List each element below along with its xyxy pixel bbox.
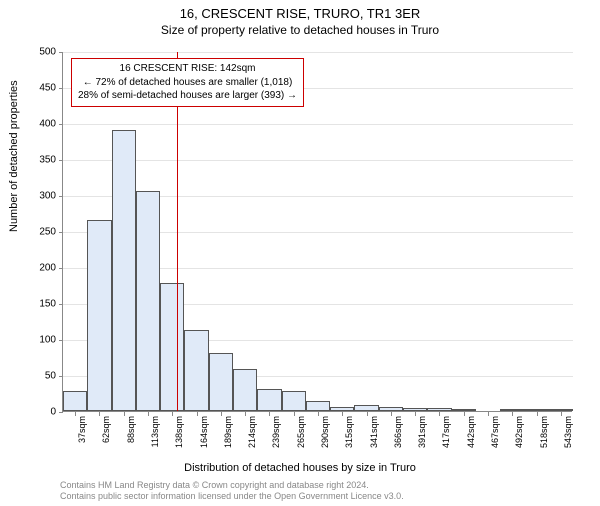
y-tick-label: 150	[26, 299, 56, 310]
x-tick-label: 442sqm	[466, 416, 476, 456]
footer-line1: Contains HM Land Registry data © Crown c…	[60, 480, 404, 491]
histogram-bar	[330, 407, 354, 411]
histogram-bar	[524, 409, 548, 411]
annotation-line: 16 CRESCENT RISE: 142sqm	[78, 62, 297, 76]
x-tick-label: 492sqm	[514, 416, 524, 456]
histogram-bar	[379, 407, 403, 411]
x-tick-label: 189sqm	[223, 416, 233, 456]
x-tick-mark	[488, 412, 489, 416]
x-tick-label: 88sqm	[126, 416, 136, 456]
histogram-bar	[87, 220, 111, 411]
y-tick-label: 50	[26, 371, 56, 382]
histogram-bar	[452, 409, 476, 411]
x-tick-mark	[221, 412, 222, 416]
x-tick-mark	[245, 412, 246, 416]
footer-attribution: Contains HM Land Registry data © Crown c…	[60, 480, 404, 503]
x-tick-label: 290sqm	[320, 416, 330, 456]
x-tick-label: 239sqm	[271, 416, 281, 456]
x-tick-mark	[197, 412, 198, 416]
x-tick-label: 467sqm	[490, 416, 500, 456]
x-tick-label: 366sqm	[393, 416, 403, 456]
y-tick-mark	[59, 88, 63, 89]
x-tick-label: 391sqm	[417, 416, 427, 456]
y-tick-label: 200	[26, 263, 56, 274]
histogram-bar	[500, 409, 524, 411]
y-tick-mark	[59, 376, 63, 377]
x-tick-label: 543sqm	[563, 416, 573, 456]
x-axis-label: Distribution of detached houses by size …	[0, 462, 600, 474]
x-tick-label: 214sqm	[247, 416, 257, 456]
histogram-bar	[257, 389, 281, 411]
x-tick-label: 315sqm	[344, 416, 354, 456]
y-tick-mark	[59, 160, 63, 161]
y-tick-label: 100	[26, 335, 56, 346]
grid-line	[63, 160, 573, 161]
y-tick-mark	[59, 52, 63, 53]
y-tick-label: 300	[26, 191, 56, 202]
y-tick-mark	[59, 340, 63, 341]
histogram-bar	[112, 130, 136, 411]
x-tick-mark	[561, 412, 562, 416]
y-tick-label: 0	[26, 407, 56, 418]
y-tick-label: 450	[26, 83, 56, 94]
y-tick-label: 350	[26, 155, 56, 166]
y-tick-mark	[59, 124, 63, 125]
y-tick-mark	[59, 412, 63, 413]
histogram-bar	[160, 283, 184, 411]
y-tick-mark	[59, 232, 63, 233]
y-tick-mark	[59, 196, 63, 197]
footer-line2: Contains public sector information licen…	[60, 491, 404, 502]
x-tick-label: 265sqm	[296, 416, 306, 456]
x-tick-mark	[537, 412, 538, 416]
histogram-bar	[209, 353, 233, 411]
x-tick-label: 518sqm	[539, 416, 549, 456]
annotation-line: ← 72% of detached houses are smaller (1,…	[78, 76, 297, 90]
histogram-bar	[184, 330, 208, 411]
x-tick-label: 113sqm	[150, 416, 160, 456]
annotation-line: 28% of semi-detached houses are larger (…	[78, 89, 297, 103]
histogram-bar	[282, 391, 306, 411]
x-tick-mark	[391, 412, 392, 416]
chart-title-main: 16, CRESCENT RISE, TRURO, TR1 3ER	[0, 6, 600, 21]
x-tick-label: 164sqm	[199, 416, 209, 456]
x-tick-label: 62sqm	[101, 416, 111, 456]
histogram-bar	[63, 391, 87, 411]
histogram-bar	[403, 408, 427, 411]
x-tick-mark	[318, 412, 319, 416]
y-tick-mark	[59, 304, 63, 305]
chart-area: 37sqm62sqm88sqm113sqm138sqm164sqm189sqm2…	[62, 52, 572, 412]
histogram-bar	[233, 369, 257, 411]
histogram-bar	[427, 408, 451, 411]
histogram-bar	[549, 409, 573, 411]
x-tick-mark	[75, 412, 76, 416]
chart-title-sub: Size of property relative to detached ho…	[0, 23, 600, 37]
grid-line	[63, 124, 573, 125]
y-tick-label: 250	[26, 227, 56, 238]
y-tick-label: 500	[26, 47, 56, 58]
histogram-bar	[136, 191, 160, 411]
x-tick-label: 417sqm	[441, 416, 451, 456]
grid-line	[63, 52, 573, 53]
plot-region: 37sqm62sqm88sqm113sqm138sqm164sqm189sqm2…	[62, 52, 572, 412]
x-tick-label: 138sqm	[174, 416, 184, 456]
x-tick-mark	[415, 412, 416, 416]
x-tick-mark	[124, 412, 125, 416]
x-tick-mark	[294, 412, 295, 416]
x-tick-mark	[464, 412, 465, 416]
y-tick-label: 400	[26, 119, 56, 130]
histogram-bar	[306, 401, 330, 411]
histogram-bar	[354, 405, 378, 411]
x-tick-mark	[367, 412, 368, 416]
x-tick-mark	[148, 412, 149, 416]
annotation-box: 16 CRESCENT RISE: 142sqm← 72% of detache…	[71, 58, 304, 107]
y-tick-mark	[59, 268, 63, 269]
x-tick-label: 37sqm	[77, 416, 87, 456]
y-axis-label: Number of detached properties	[8, 80, 20, 232]
x-tick-label: 341sqm	[369, 416, 379, 456]
